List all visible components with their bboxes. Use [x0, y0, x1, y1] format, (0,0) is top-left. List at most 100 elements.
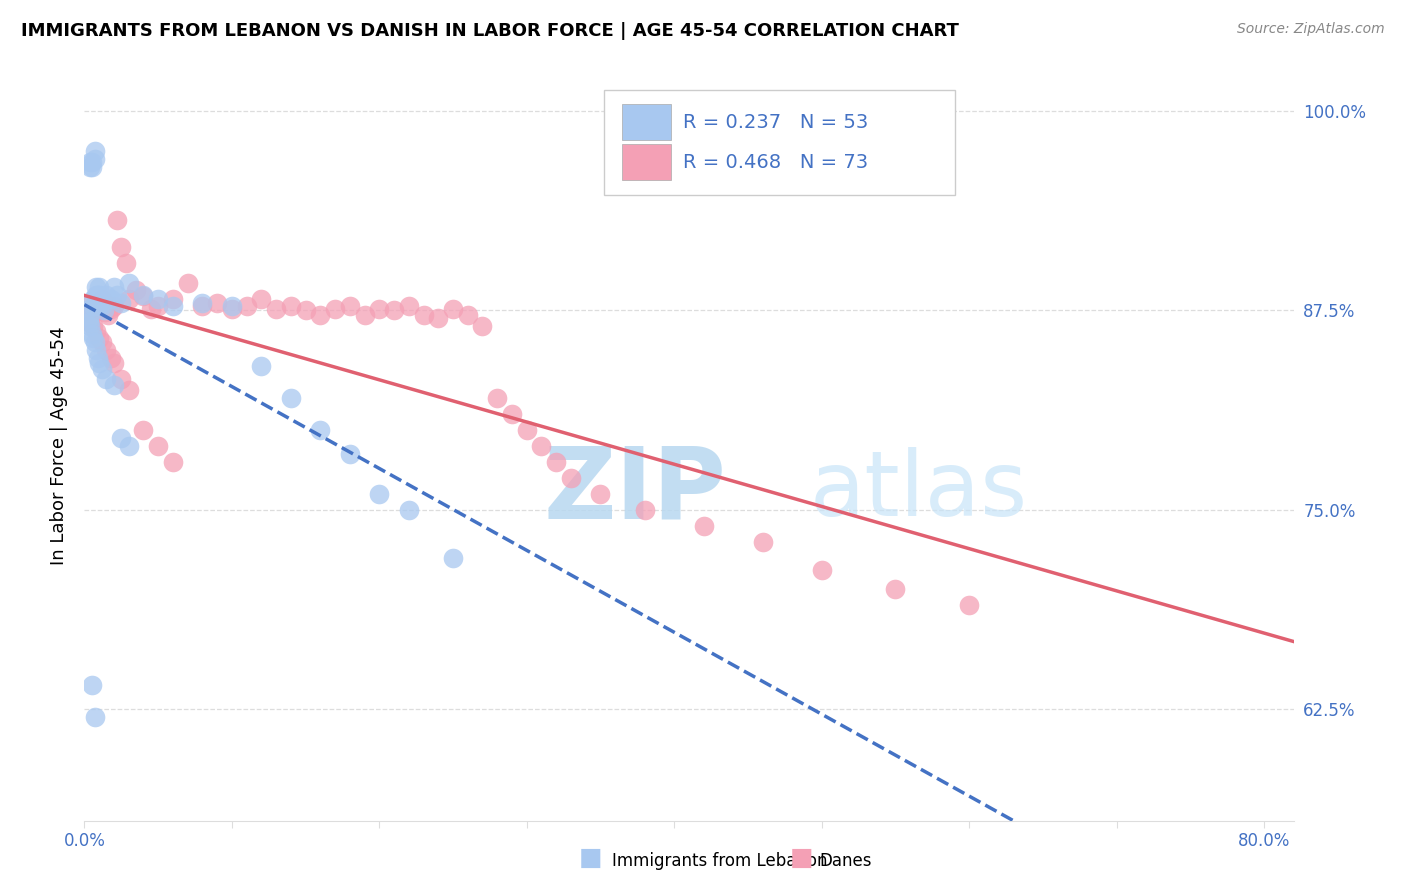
Text: R = 0.237   N = 53: R = 0.237 N = 53 — [683, 112, 868, 132]
Point — [176, 277, 198, 291]
Point — [91, 293, 114, 307]
Point — [84, 343, 107, 358]
Point — [82, 319, 104, 334]
Point — [80, 327, 103, 342]
Point — [103, 279, 125, 293]
Point — [751, 534, 773, 549]
Point — [100, 301, 122, 316]
Point — [560, 471, 582, 485]
Point — [91, 335, 114, 350]
Point — [457, 308, 479, 322]
Point — [87, 303, 110, 318]
Point — [191, 295, 214, 310]
Point — [589, 487, 612, 501]
Point — [280, 299, 302, 313]
Point — [87, 330, 110, 344]
Point — [412, 308, 434, 322]
Point — [77, 303, 100, 318]
Text: ZIP: ZIP — [544, 442, 727, 540]
Point — [162, 299, 184, 313]
Point — [87, 356, 110, 370]
Point — [83, 710, 105, 724]
Point — [110, 240, 132, 254]
Point — [339, 447, 361, 461]
Point — [83, 152, 105, 166]
Point — [957, 599, 980, 613]
Point — [191, 299, 214, 313]
Point — [100, 293, 122, 307]
Point — [83, 144, 105, 158]
Point — [105, 212, 128, 227]
Point — [77, 315, 100, 329]
Point — [235, 299, 257, 313]
Point — [82, 293, 104, 307]
Point — [93, 303, 115, 318]
Point — [79, 160, 101, 174]
Text: R = 0.468   N = 73: R = 0.468 N = 73 — [683, 153, 868, 171]
Point — [96, 372, 118, 386]
Point — [221, 299, 243, 313]
Text: atlas: atlas — [810, 447, 1028, 535]
Point — [398, 299, 420, 313]
Point — [110, 295, 132, 310]
Text: IMMIGRANTS FROM LEBANON VS DANISH IN LABOR FORCE | AGE 45-54 CORRELATION CHART: IMMIGRANTS FROM LEBANON VS DANISH IN LAB… — [21, 22, 959, 40]
Point — [114, 255, 136, 269]
Point — [117, 439, 139, 453]
Point — [80, 678, 103, 692]
Point — [90, 299, 112, 313]
Point — [139, 301, 162, 316]
Point — [132, 423, 155, 437]
Point — [80, 155, 103, 169]
Point — [339, 299, 361, 313]
Point — [80, 160, 103, 174]
Point — [76, 299, 98, 313]
Point — [294, 303, 316, 318]
Point — [486, 391, 509, 405]
Point — [91, 299, 114, 313]
Point — [83, 335, 105, 350]
Point — [250, 359, 273, 374]
Point — [77, 311, 100, 326]
Text: Immigrants from Lebanon: Immigrants from Lebanon — [612, 852, 827, 870]
Point — [146, 293, 169, 307]
Point — [132, 289, 155, 303]
Point — [884, 582, 907, 597]
Point — [368, 301, 391, 316]
Point — [309, 308, 332, 322]
Point — [250, 293, 273, 307]
Point — [96, 343, 118, 358]
Point — [105, 287, 128, 301]
Point — [83, 299, 105, 313]
Point — [84, 279, 107, 293]
Point — [146, 439, 169, 453]
Point — [90, 295, 112, 310]
Point — [84, 287, 107, 301]
Point — [162, 293, 184, 307]
Point — [82, 330, 104, 344]
Text: ■: ■ — [579, 846, 602, 870]
Point — [103, 356, 125, 370]
Point — [264, 301, 287, 316]
Point — [117, 293, 139, 307]
FancyBboxPatch shape — [623, 144, 671, 180]
Point — [94, 305, 117, 319]
Text: Source: ZipAtlas.com: Source: ZipAtlas.com — [1237, 22, 1385, 37]
Point — [110, 431, 132, 445]
Point — [86, 299, 108, 313]
Point — [117, 383, 139, 397]
Point — [96, 287, 118, 301]
Point — [382, 303, 405, 318]
Point — [441, 301, 464, 316]
Point — [87, 287, 110, 301]
Point — [103, 378, 125, 392]
Point — [79, 319, 101, 334]
Point — [280, 391, 302, 405]
Point — [84, 303, 107, 318]
Point — [471, 319, 494, 334]
Point — [97, 308, 120, 322]
FancyBboxPatch shape — [623, 104, 671, 140]
Point — [634, 502, 657, 516]
Point — [353, 308, 375, 322]
Point — [132, 287, 155, 301]
Point — [117, 277, 139, 291]
